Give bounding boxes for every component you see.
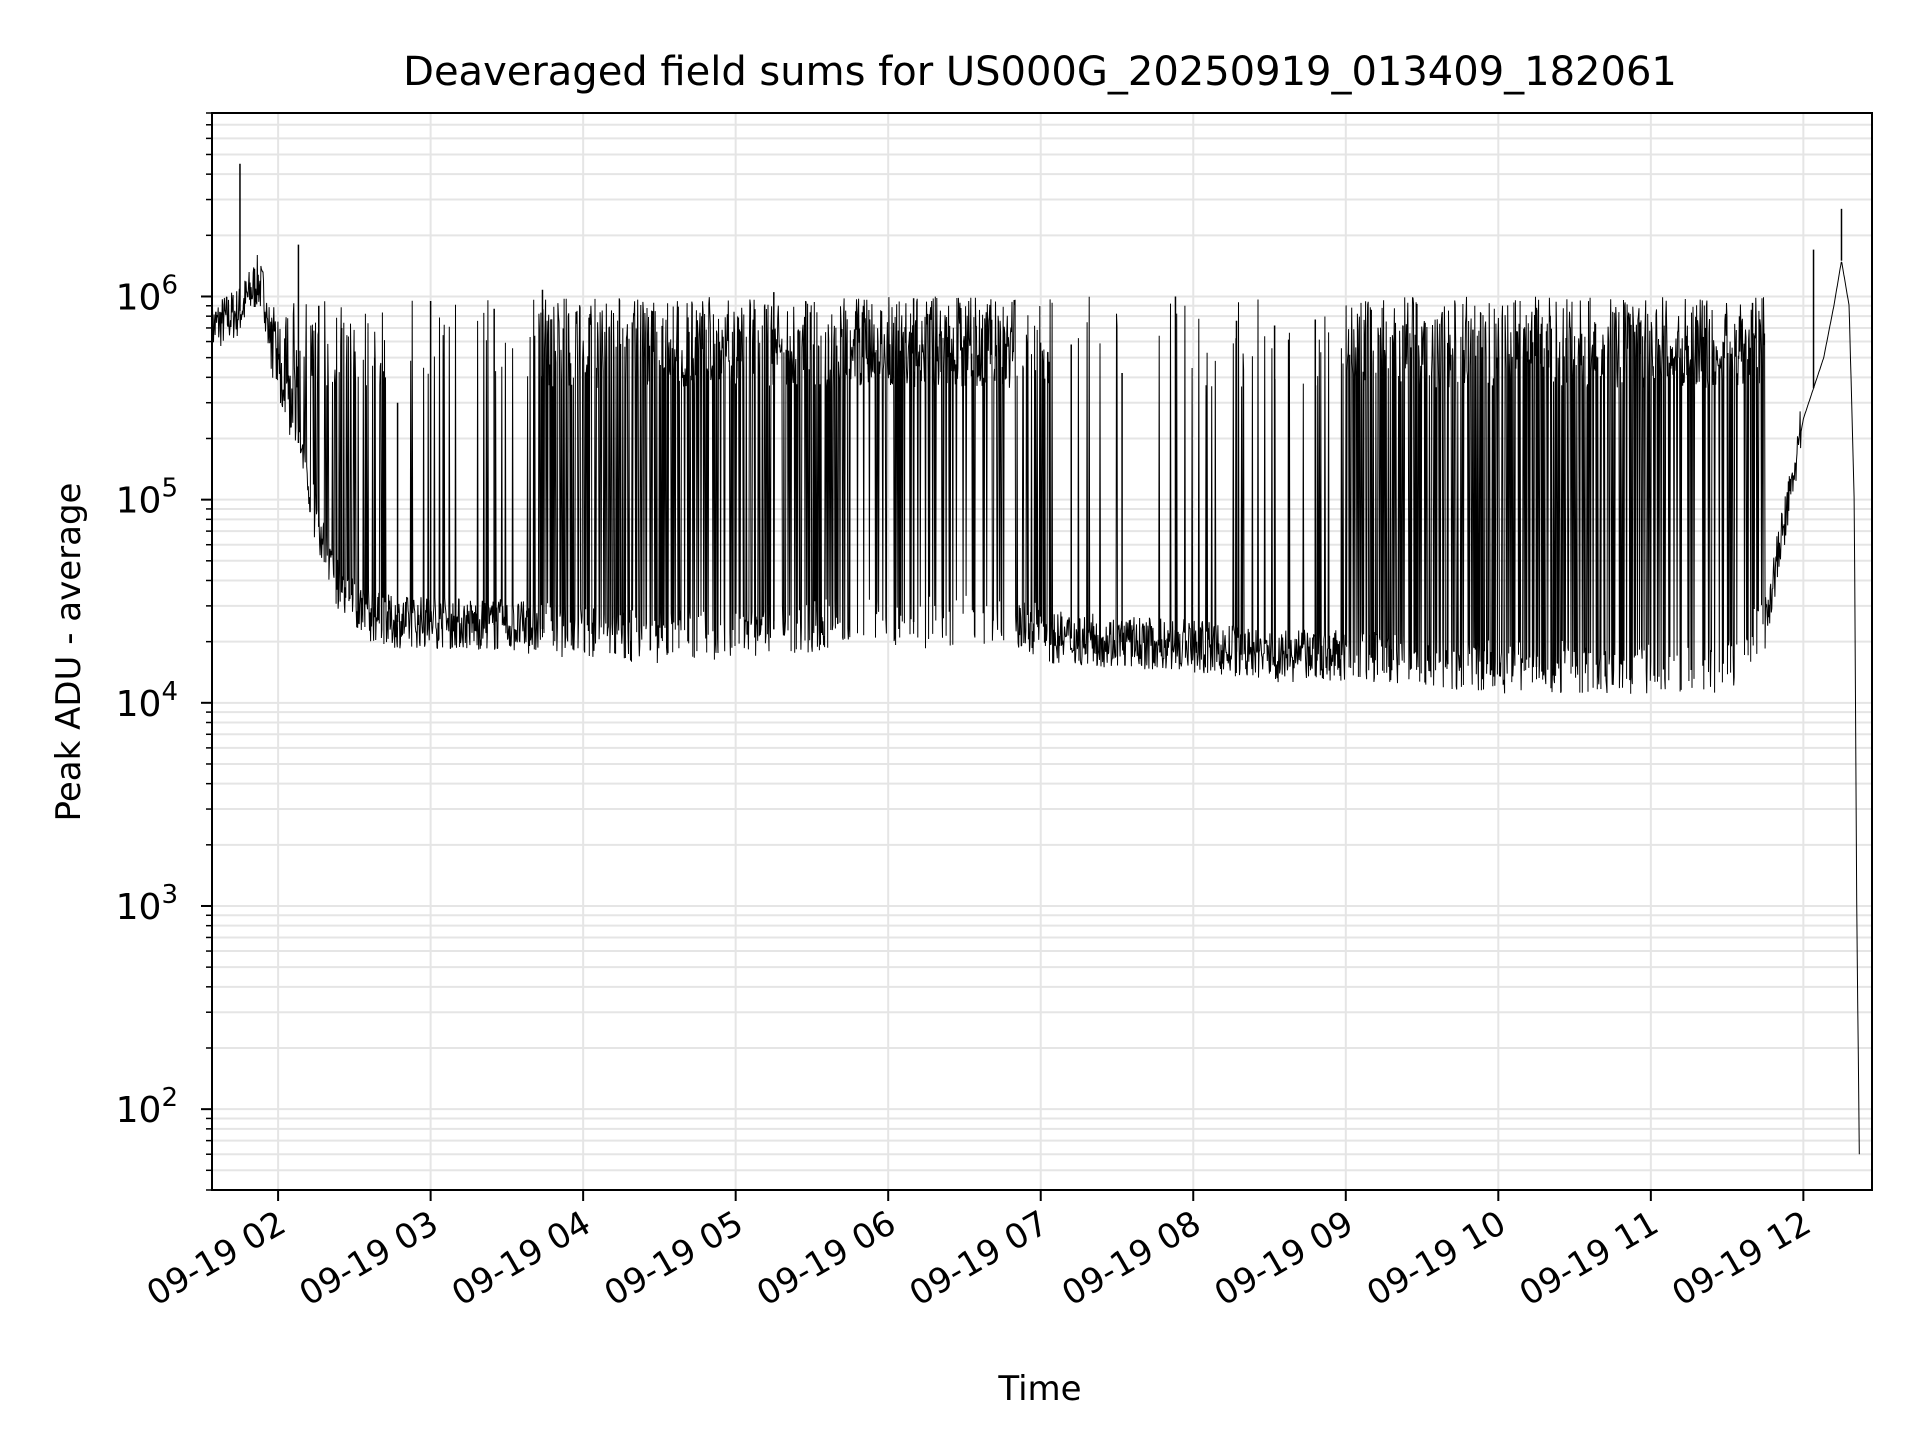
y-tick-label-base: 10: [116, 277, 162, 318]
y-tick-label-base: 10: [116, 1090, 162, 1131]
y-tick-label-base: 10: [116, 887, 162, 928]
y-tick-label-exp: 4: [161, 677, 178, 707]
y-tick-label-exp: 3: [161, 880, 178, 910]
x-axis-label: Time: [997, 1369, 1081, 1409]
y-tick-label: 105: [116, 474, 178, 522]
y-tick-label: 102: [116, 1083, 178, 1131]
data-layer: [211, 163, 1860, 1155]
y-axis-label: Peak ADU - average: [49, 483, 89, 822]
y-tick-label: 103: [116, 880, 178, 928]
y-tick-label: 106: [116, 270, 178, 318]
y-tick-label: 104: [116, 677, 178, 725]
series-line: [211, 254, 1860, 1155]
y-tick-label-exp: 5: [161, 474, 178, 504]
plot-frame: [211, 112, 1873, 1191]
y-tick-label-exp: 2: [161, 1083, 178, 1113]
y-tick-label-base: 10: [116, 481, 162, 522]
y-tick-label-base: 10: [116, 684, 162, 725]
chart-title: Deaveraged field sums for US000G_2025091…: [403, 49, 1677, 95]
y-tick-label-exp: 6: [161, 270, 178, 300]
